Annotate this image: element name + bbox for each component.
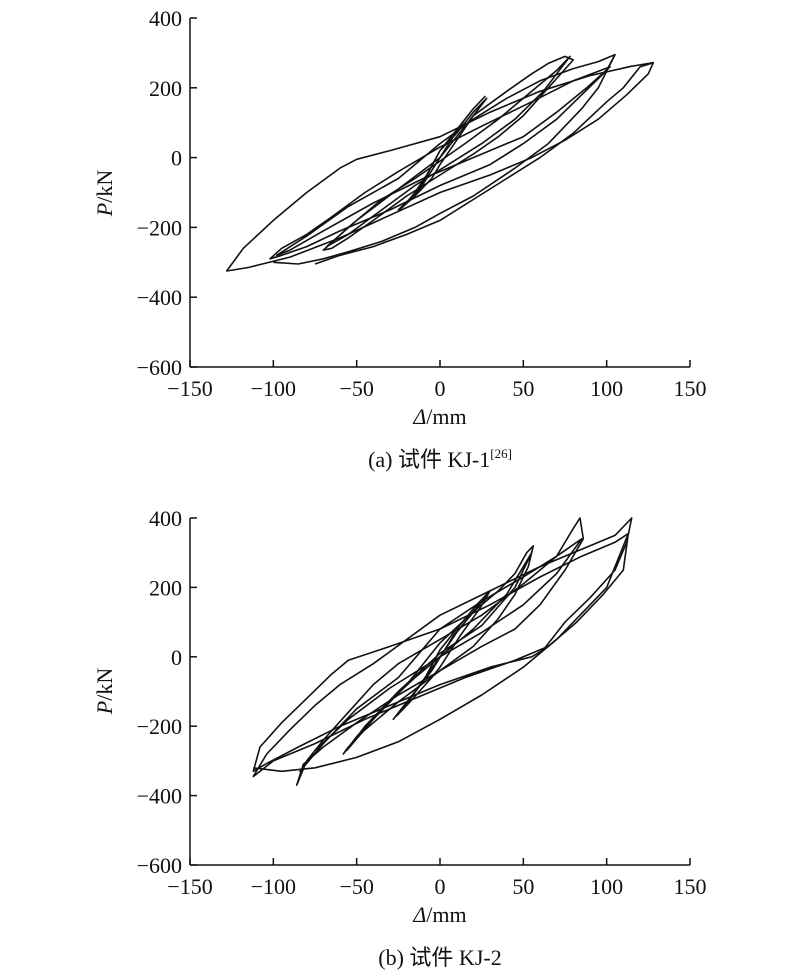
hysteresis-chart-kj2: −150 −100 −50 0 50 100 150 −600 −400 −200 0 200 400… <box>92 506 707 970</box>
hysteresis-loop-5 <box>253 533 630 773</box>
hysteresis-loop-4 <box>252 517 633 778</box>
series-layer <box>252 517 633 787</box>
x-tick-label: −100 <box>251 376 296 401</box>
series-layer <box>225 53 655 272</box>
hysteresis-loop-4 <box>225 61 655 272</box>
hysteresis-loop-5 <box>314 61 654 265</box>
hysteresis-chart-kj1: −150 −100 −50 0 50 100 150 −600 −400 −200 0 200 400… <box>92 6 707 472</box>
y-tick-label: −200 <box>137 215 182 240</box>
x-tick-label: −50 <box>339 376 373 401</box>
y-tick-label: 0 <box>171 146 182 171</box>
x-axis-label: Δ/mm <box>412 902 466 927</box>
y-ticks: −600 −400 −200 0 200 400 <box>137 506 197 878</box>
x-ticks: −150 −100 −50 0 50 100 150 <box>167 858 707 899</box>
figure-caption: (a) 试件 KJ-1[26] <box>368 446 512 472</box>
hysteresis-loop-1 <box>397 95 488 211</box>
x-tick-label: 100 <box>590 376 623 401</box>
figure-caption: (b) 试件 KJ-2 <box>378 945 501 970</box>
y-tick-label: −600 <box>137 355 182 380</box>
x-ticks: −150 −100 −50 0 50 100 150 <box>167 360 707 401</box>
plot-area: −150 −100 −50 0 50 100 150 −600 −400 −200 0 200 400 <box>137 506 707 899</box>
hysteresis-loop-6 <box>273 54 616 265</box>
y-tick-label: 0 <box>171 645 182 670</box>
y-tick-label: −400 <box>137 784 182 809</box>
y-axis-label: P/kN <box>92 170 117 218</box>
x-tick-label: 150 <box>674 376 707 401</box>
x-tick-label: −150 <box>167 376 212 401</box>
hysteresis-loop-2 <box>342 544 535 755</box>
x-tick-label: 100 <box>590 874 623 899</box>
y-tick-label: −200 <box>137 714 182 739</box>
x-axis-label: Δ/mm <box>412 404 466 429</box>
x-tick-label: 0 <box>435 376 446 401</box>
y-ticks: −600 −400 −200 0 200 400 <box>137 6 197 380</box>
x-tick-label: −50 <box>339 874 373 899</box>
y-tick-label: 200 <box>149 76 182 101</box>
hysteresis-loop-3 <box>295 517 585 787</box>
y-tick-label: 200 <box>149 575 182 600</box>
x-tick-label: 50 <box>512 874 534 899</box>
x-tick-label: 0 <box>435 874 446 899</box>
y-tick-label: 400 <box>149 506 182 531</box>
y-axis-label: P/kN <box>92 668 117 716</box>
x-tick-label: −100 <box>251 874 296 899</box>
x-tick-label: 50 <box>512 376 534 401</box>
x-tick-label: −150 <box>167 874 212 899</box>
y-tick-label: −400 <box>137 285 182 310</box>
citation-superscript: [26] <box>490 446 512 461</box>
plot-area: −150 −100 −50 0 50 100 150 −600 −400 −200 0 200 400 <box>137 6 707 401</box>
hysteresis-loop-3 <box>269 53 616 260</box>
y-tick-label: 400 <box>149 6 182 31</box>
x-tick-label: 150 <box>674 874 707 899</box>
y-tick-label: −600 <box>137 853 182 878</box>
